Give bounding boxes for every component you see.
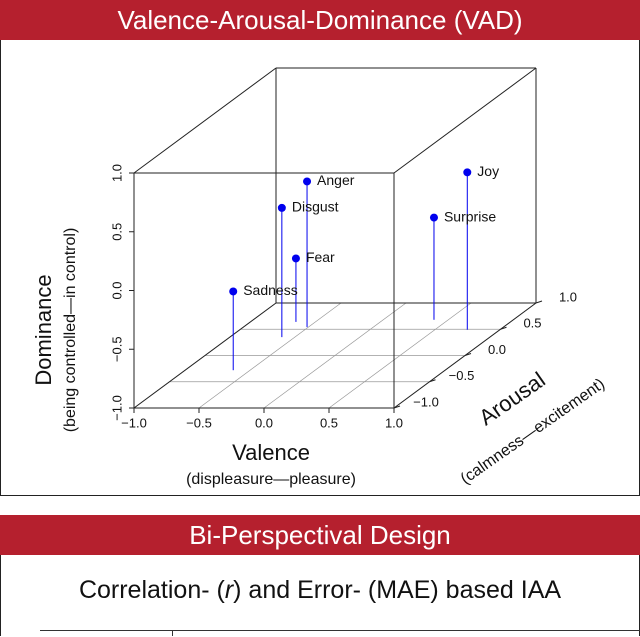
y-tick-label: −0.5 [449, 368, 475, 383]
box-edge [393, 67, 537, 174]
y-tick [429, 379, 436, 383]
y-tick [500, 326, 507, 330]
x-tick-label: 0.0 [255, 415, 273, 430]
point [429, 213, 438, 222]
z-tick-label: 0.0 [109, 281, 124, 299]
point-label: Fear [306, 249, 335, 265]
z-axis-sublabel: (being controlled—in control) [62, 228, 79, 433]
chart: −1.0 −0.5 0.0 0.5 1.0 −1.0 −0.5 0.0 0.5 1.0 −1.0 −0… [31, 67, 608, 488]
table-divider [172, 630, 173, 636]
point-label: Surprise [444, 208, 496, 224]
x-tick-label: −0.5 [186, 415, 212, 430]
point [303, 177, 312, 186]
y-tick-label: 1.0 [559, 289, 577, 304]
subtitle-symbol: r [224, 576, 234, 604]
point [291, 254, 300, 263]
z-tick-label: −0.5 [109, 336, 124, 362]
point-label: Joy [477, 163, 499, 179]
header-title: Valence-Arousal-Dominance (VAD) [0, 0, 640, 40]
box-edge [133, 67, 277, 174]
y-tick [464, 353, 472, 356]
point [229, 287, 238, 296]
point-label: Anger [317, 172, 355, 188]
y-tick-label: 0.5 [523, 316, 541, 331]
point-label: Disgust [292, 199, 339, 215]
point-label: Sadness [243, 282, 297, 298]
box-edge [133, 302, 277, 409]
y-tick-label: −1.0 [413, 394, 439, 409]
x-axis-sublabel: (displeasure—pleasure) [186, 471, 356, 488]
z-tick-label: 0.5 [109, 223, 124, 241]
table-top [40, 630, 640, 637]
subtitle: Correlation- (r) and Error- (MAE) based … [0, 576, 640, 605]
z-axis-label: Dominance [31, 274, 56, 385]
y-tick [535, 300, 543, 304]
subtitle-text: ) and Error- (MAE) based IAA [233, 576, 562, 604]
y-tick-label: 0.0 [488, 342, 506, 357]
z-tick-label: 1.0 [109, 164, 124, 182]
x-tick-label: 0.5 [320, 415, 338, 430]
point [463, 168, 472, 177]
x-tick-label: −1.0 [121, 415, 147, 430]
section-title: Bi-Perspectival Design [0, 515, 640, 555]
point [277, 203, 286, 212]
y-tick [393, 405, 401, 409]
subtitle-text: Correlation- ( [78, 576, 225, 604]
x-tick-label: 1.0 [385, 415, 403, 430]
z-tick-label: −1.0 [109, 395, 124, 421]
chart-panel: −1.0 −0.5 0.0 0.5 1.0 −1.0 −0.5 0.0 0.5 1.0 −1.0 −0… [0, 40, 640, 496]
x-axis-label: Valence [232, 440, 310, 465]
